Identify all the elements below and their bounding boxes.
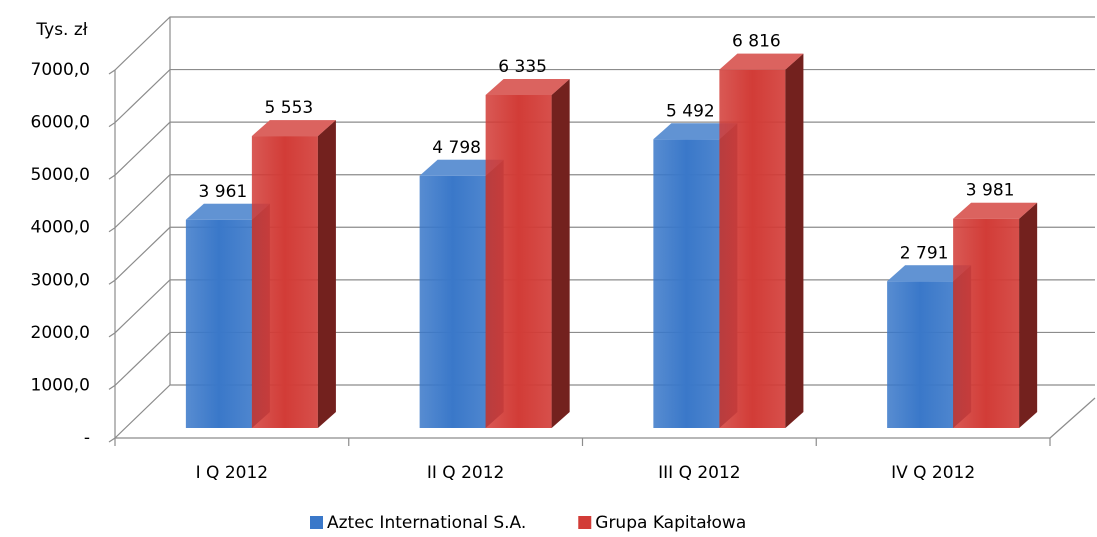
grid-line — [108, 226, 1095, 285]
bar-front — [653, 139, 720, 428]
legend-swatch — [578, 516, 592, 529]
bar-top — [953, 202, 1038, 219]
bar-side — [317, 120, 336, 428]
grid-line — [108, 16, 1095, 75]
bar-top-light — [653, 123, 738, 140]
bar-front — [719, 69, 786, 428]
x-tick-label: I Q 2012 — [196, 463, 268, 483]
value-label: 4 798 — [432, 138, 481, 158]
bar-top-light — [485, 78, 570, 95]
y-tick-label: 7000,0 — [31, 60, 90, 80]
bar-top — [485, 78, 570, 95]
bar-side-shade — [551, 78, 570, 429]
bar — [953, 202, 1038, 428]
bar-side-shade — [785, 53, 804, 428]
y-tick-label: - — [84, 428, 90, 448]
grid-line — [108, 384, 1095, 443]
x-tick-label: II Q 2012 — [427, 463, 504, 483]
grid-line — [108, 279, 1095, 338]
bar-side-shade — [1019, 202, 1038, 428]
value-label: 6 335 — [498, 57, 547, 77]
bar-top-light — [419, 159, 504, 176]
bar-top — [185, 203, 270, 220]
bar-top-light — [953, 202, 1038, 219]
legend-swatch — [310, 516, 323, 529]
bar-side — [1019, 202, 1038, 428]
bar-top-light — [251, 120, 336, 137]
bar-top — [719, 53, 804, 70]
bar-front — [485, 94, 552, 429]
bar — [485, 78, 570, 429]
y-tick-label: 3000,0 — [31, 270, 90, 290]
grid-line — [108, 331, 1095, 390]
x-tick-label: III Q 2012 — [658, 463, 741, 483]
bar-side — [551, 78, 570, 429]
bar-top — [653, 123, 738, 140]
value-label: 3 981 — [966, 181, 1015, 201]
bar-top-light — [719, 53, 804, 70]
value-label: 6 816 — [732, 32, 781, 52]
bar-side-shade — [317, 120, 336, 428]
bar-top-light — [185, 203, 270, 220]
y-tick-label: 4000,0 — [31, 218, 90, 238]
floor-right — [1049, 397, 1096, 439]
bar-top-light — [887, 265, 972, 282]
bar-side — [785, 53, 804, 428]
value-label: 2 791 — [900, 243, 949, 263]
y-tick-label: 5000,0 — [31, 165, 90, 185]
legend-label: Grupa Kapitałowa — [595, 513, 746, 533]
bar-front — [251, 136, 318, 428]
bar — [719, 53, 804, 428]
legend-label: Aztec International S.A. — [327, 513, 526, 533]
y-tick-label: 6000,0 — [31, 113, 90, 133]
bar-top — [887, 265, 972, 282]
y-axis-label: Tys. zł — [35, 20, 87, 40]
grid-line — [108, 174, 1095, 233]
grid-line — [108, 68, 1095, 128]
grid-line — [108, 121, 1095, 180]
bar-top — [419, 159, 504, 176]
value-label: 5 553 — [265, 98, 314, 118]
bar-front — [887, 281, 954, 428]
bar-front — [953, 218, 1020, 428]
y-tick-label: 1000,0 — [31, 375, 90, 395]
y-tick-label: 2000,0 — [31, 323, 90, 343]
bar — [251, 120, 336, 428]
value-label: 5 492 — [666, 101, 715, 121]
x-tick-label: IV Q 2012 — [891, 463, 975, 483]
bar-front — [419, 175, 486, 428]
bar-top — [251, 120, 336, 137]
bar-front — [185, 219, 252, 428]
value-label: 3 961 — [199, 182, 248, 202]
